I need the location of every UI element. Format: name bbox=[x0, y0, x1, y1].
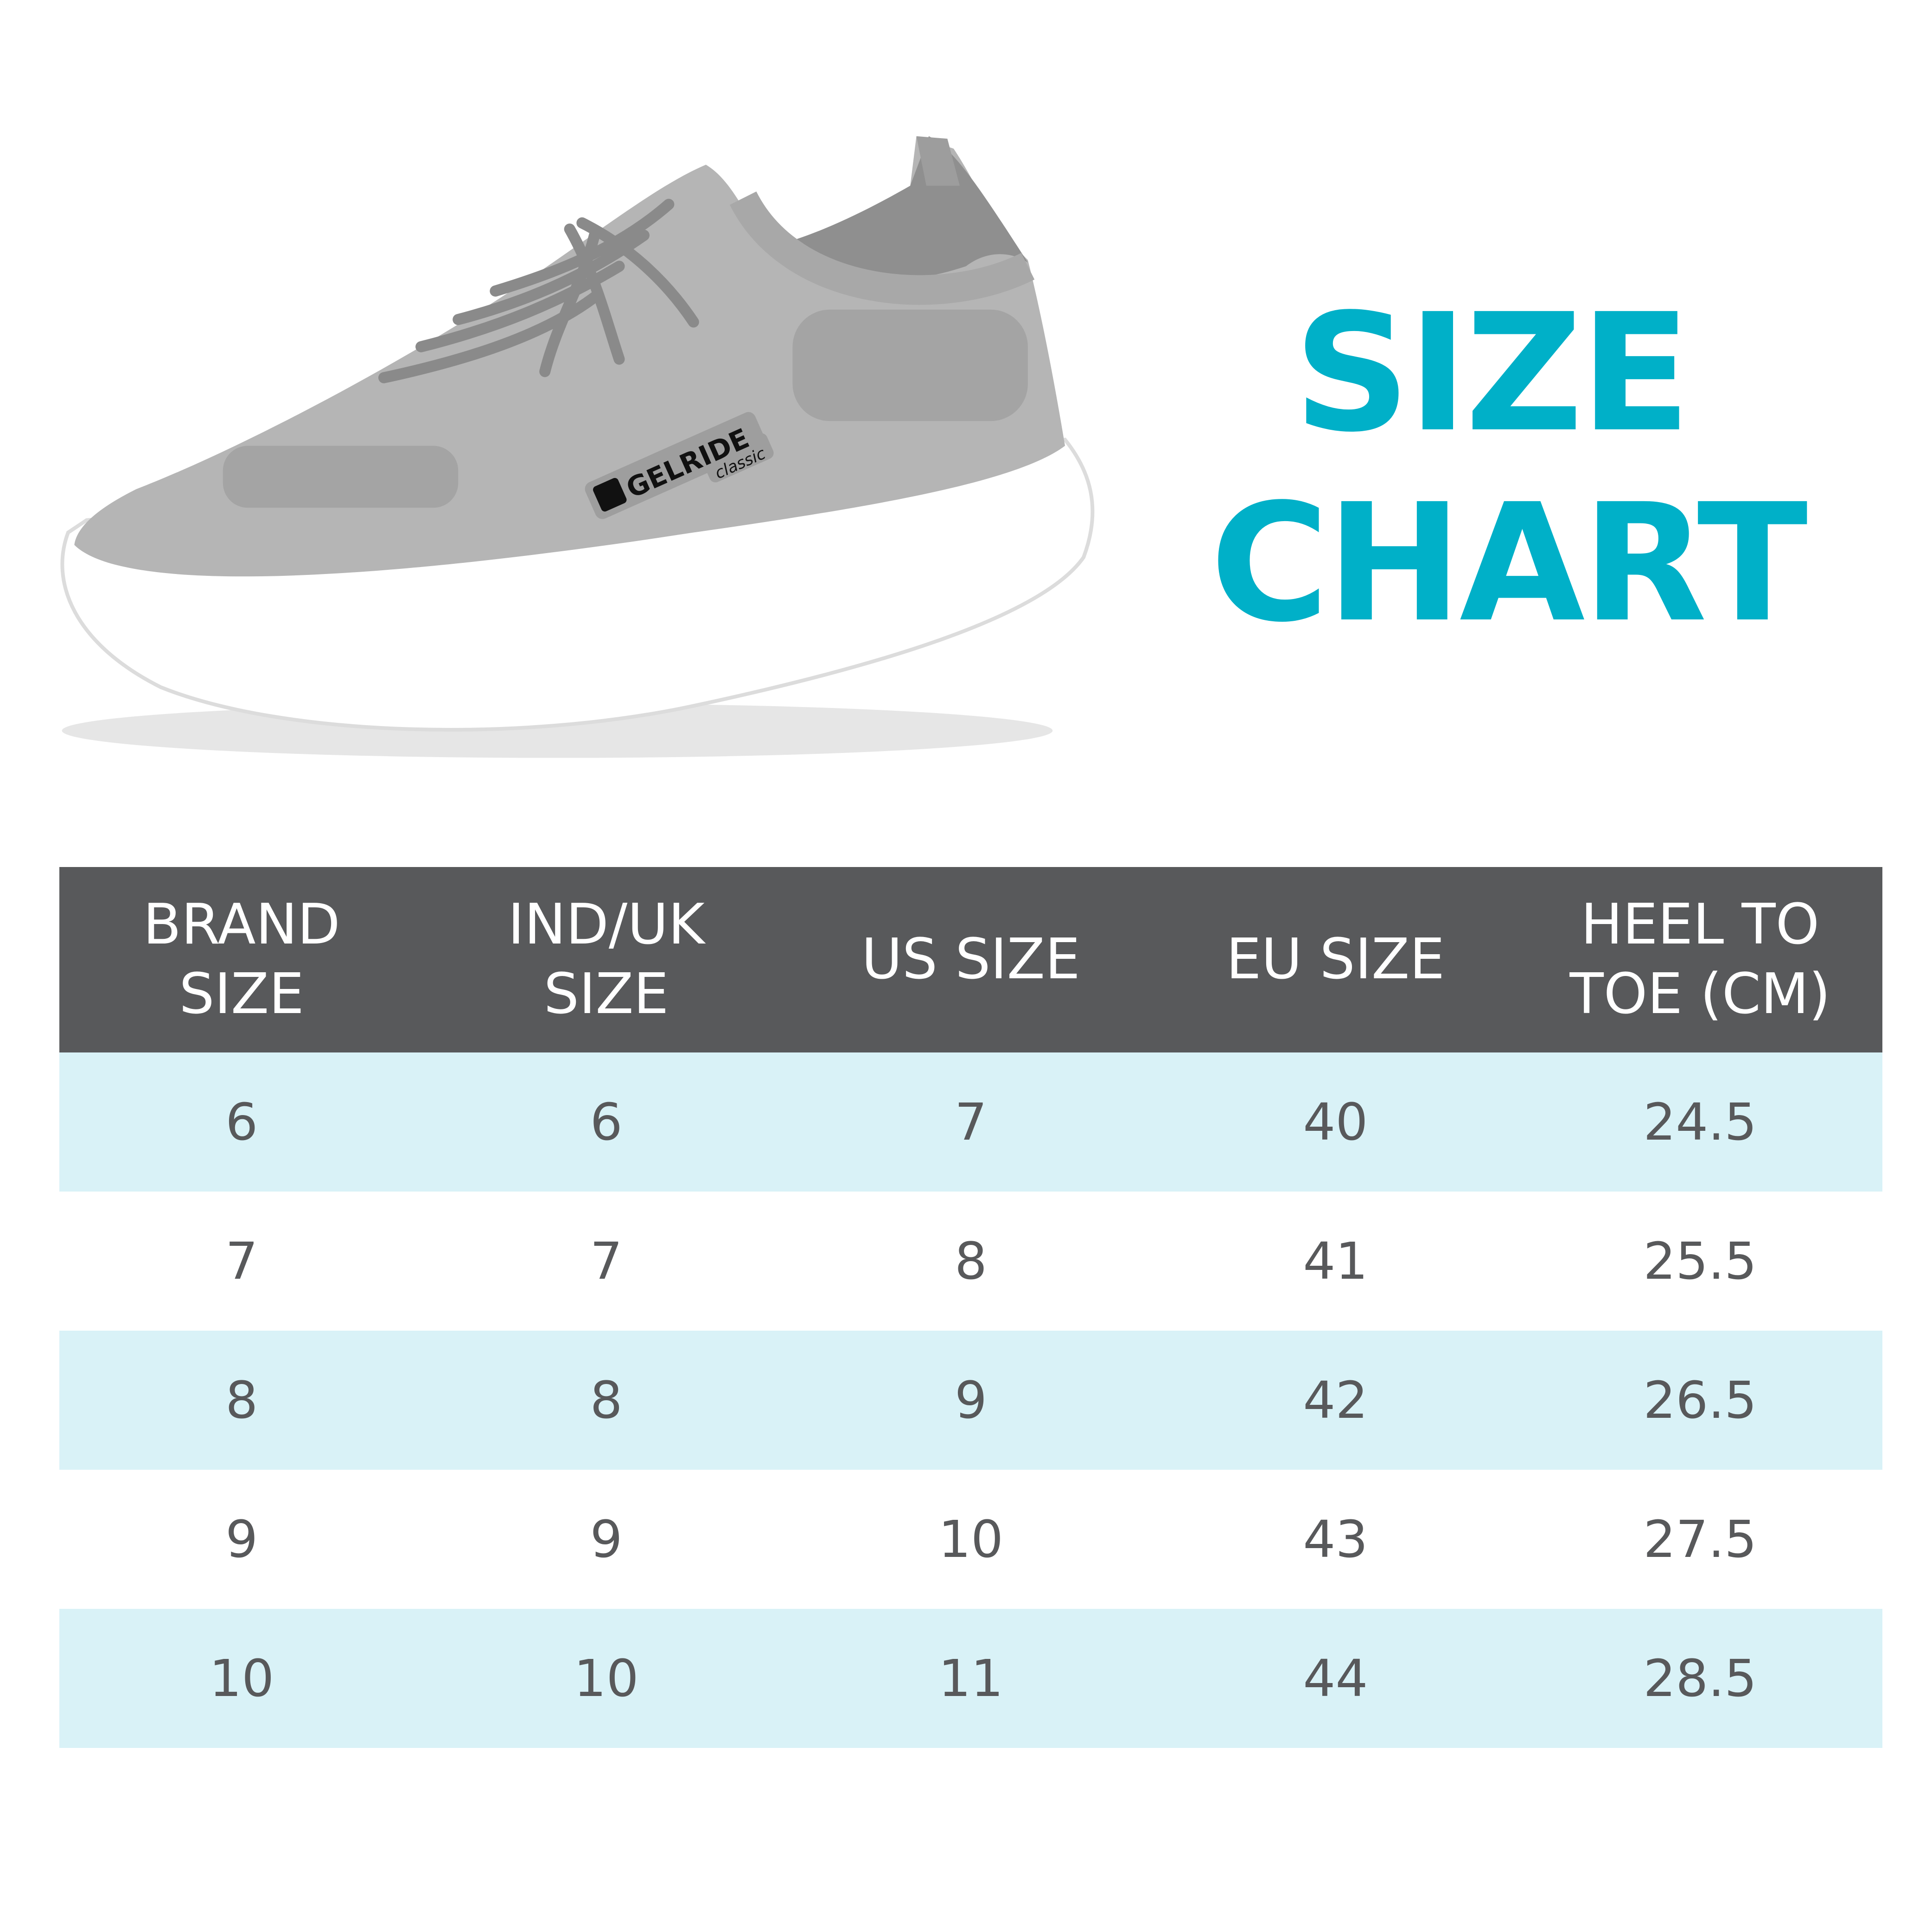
header-heel-to-toe: HEEL TO TOE (CM) bbox=[1518, 867, 1882, 1052]
table-cell: 9 bbox=[225, 1510, 258, 1569]
header-us-size: US SIZE bbox=[788, 867, 1154, 1052]
size-chart-table: BRAND SIZE IND/UK SIZE US SIZE EU SIZE H… bbox=[59, 867, 1882, 1748]
table-cell: 8 bbox=[424, 1331, 789, 1470]
table-cell: 7 bbox=[225, 1231, 258, 1291]
table-cell: 7 bbox=[590, 1231, 623, 1291]
table-cell: 8 bbox=[954, 1231, 987, 1291]
table-cell: 26.5 bbox=[1518, 1331, 1882, 1470]
table-cell: 8 bbox=[59, 1331, 424, 1470]
table-cell: 6 bbox=[424, 1052, 789, 1192]
table-header-row: BRAND SIZE IND/UK SIZE US SIZE EU SIZE H… bbox=[59, 867, 1882, 1052]
table-cell: 9 bbox=[788, 1331, 1154, 1470]
table-cell: 28.5 bbox=[1518, 1609, 1882, 1748]
table-cell: 9 bbox=[590, 1510, 623, 1569]
table-cell: 6 bbox=[59, 1052, 424, 1192]
table-cell: 10 bbox=[424, 1609, 789, 1748]
table-row: 8 8 9 42 26.5 bbox=[59, 1331, 1882, 1470]
table-cell: 10 bbox=[59, 1609, 424, 1748]
shoe-product-image: GELRIDE classic bbox=[60, 136, 1095, 758]
header-eu-size: EU SIZE bbox=[1153, 867, 1518, 1052]
title-line-1: SIZE bbox=[1294, 279, 1691, 468]
table-cell: 41 bbox=[1303, 1231, 1368, 1291]
table-cell: 40 bbox=[1153, 1052, 1518, 1192]
table-row: 7 7 8 41 25.5 bbox=[59, 1192, 1882, 1331]
table-cell: 44 bbox=[1153, 1609, 1518, 1748]
table-row: 10 10 11 44 28.5 bbox=[59, 1609, 1882, 1748]
title-line-2: CHART bbox=[1210, 469, 1808, 658]
table-cell: 10 bbox=[938, 1510, 1003, 1569]
header-ind-uk-size: IND/UK SIZE bbox=[424, 867, 789, 1052]
table-cell: 42 bbox=[1153, 1331, 1518, 1470]
table-row: 9 9 10 43 27.5 bbox=[59, 1470, 1882, 1609]
table-cell: 25.5 bbox=[1643, 1231, 1757, 1291]
table-cell: 11 bbox=[788, 1609, 1154, 1748]
header-brand-size: BRAND SIZE bbox=[59, 867, 424, 1052]
table-cell: 27.5 bbox=[1643, 1510, 1757, 1569]
table-cell: 7 bbox=[788, 1052, 1154, 1192]
table-cell: 24.5 bbox=[1518, 1052, 1882, 1192]
table-cell: 43 bbox=[1303, 1510, 1368, 1569]
table-row: 6 6 7 40 24.5 bbox=[59, 1052, 1882, 1192]
